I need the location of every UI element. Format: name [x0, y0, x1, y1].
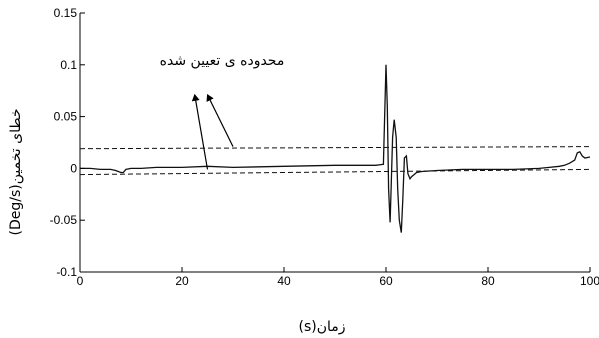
y-tick-label: 0.05: [54, 110, 78, 124]
error-line: [80, 64, 591, 233]
y-tick-label: -0.05: [50, 213, 78, 227]
x-tick-label: 100: [580, 274, 599, 288]
y-tick-label: 0: [70, 161, 77, 175]
y-tick-label: 0.15: [54, 6, 78, 20]
x-tick-label: 20: [175, 274, 189, 288]
x-tick-label: 0: [77, 274, 84, 288]
x-axis-label: (s)زمان: [298, 319, 345, 335]
x-tick-label: 40: [277, 274, 291, 288]
annotation-label: محدوده ی تعیین شده: [160, 53, 285, 69]
annotation-arrow: [206, 93, 234, 147]
y-tick-label: 0.1: [60, 58, 77, 72]
annotation-arrow: [191, 93, 209, 170]
bound-line: [79, 168, 591, 176]
x-tick-label: 60: [379, 274, 393, 288]
x-tick-label: 80: [481, 274, 495, 288]
y-tick-label: -0.1: [56, 265, 77, 279]
bound-line: [79, 146, 591, 150]
y-axis-label: (Deg/s)خطای تخمین: [8, 109, 24, 236]
